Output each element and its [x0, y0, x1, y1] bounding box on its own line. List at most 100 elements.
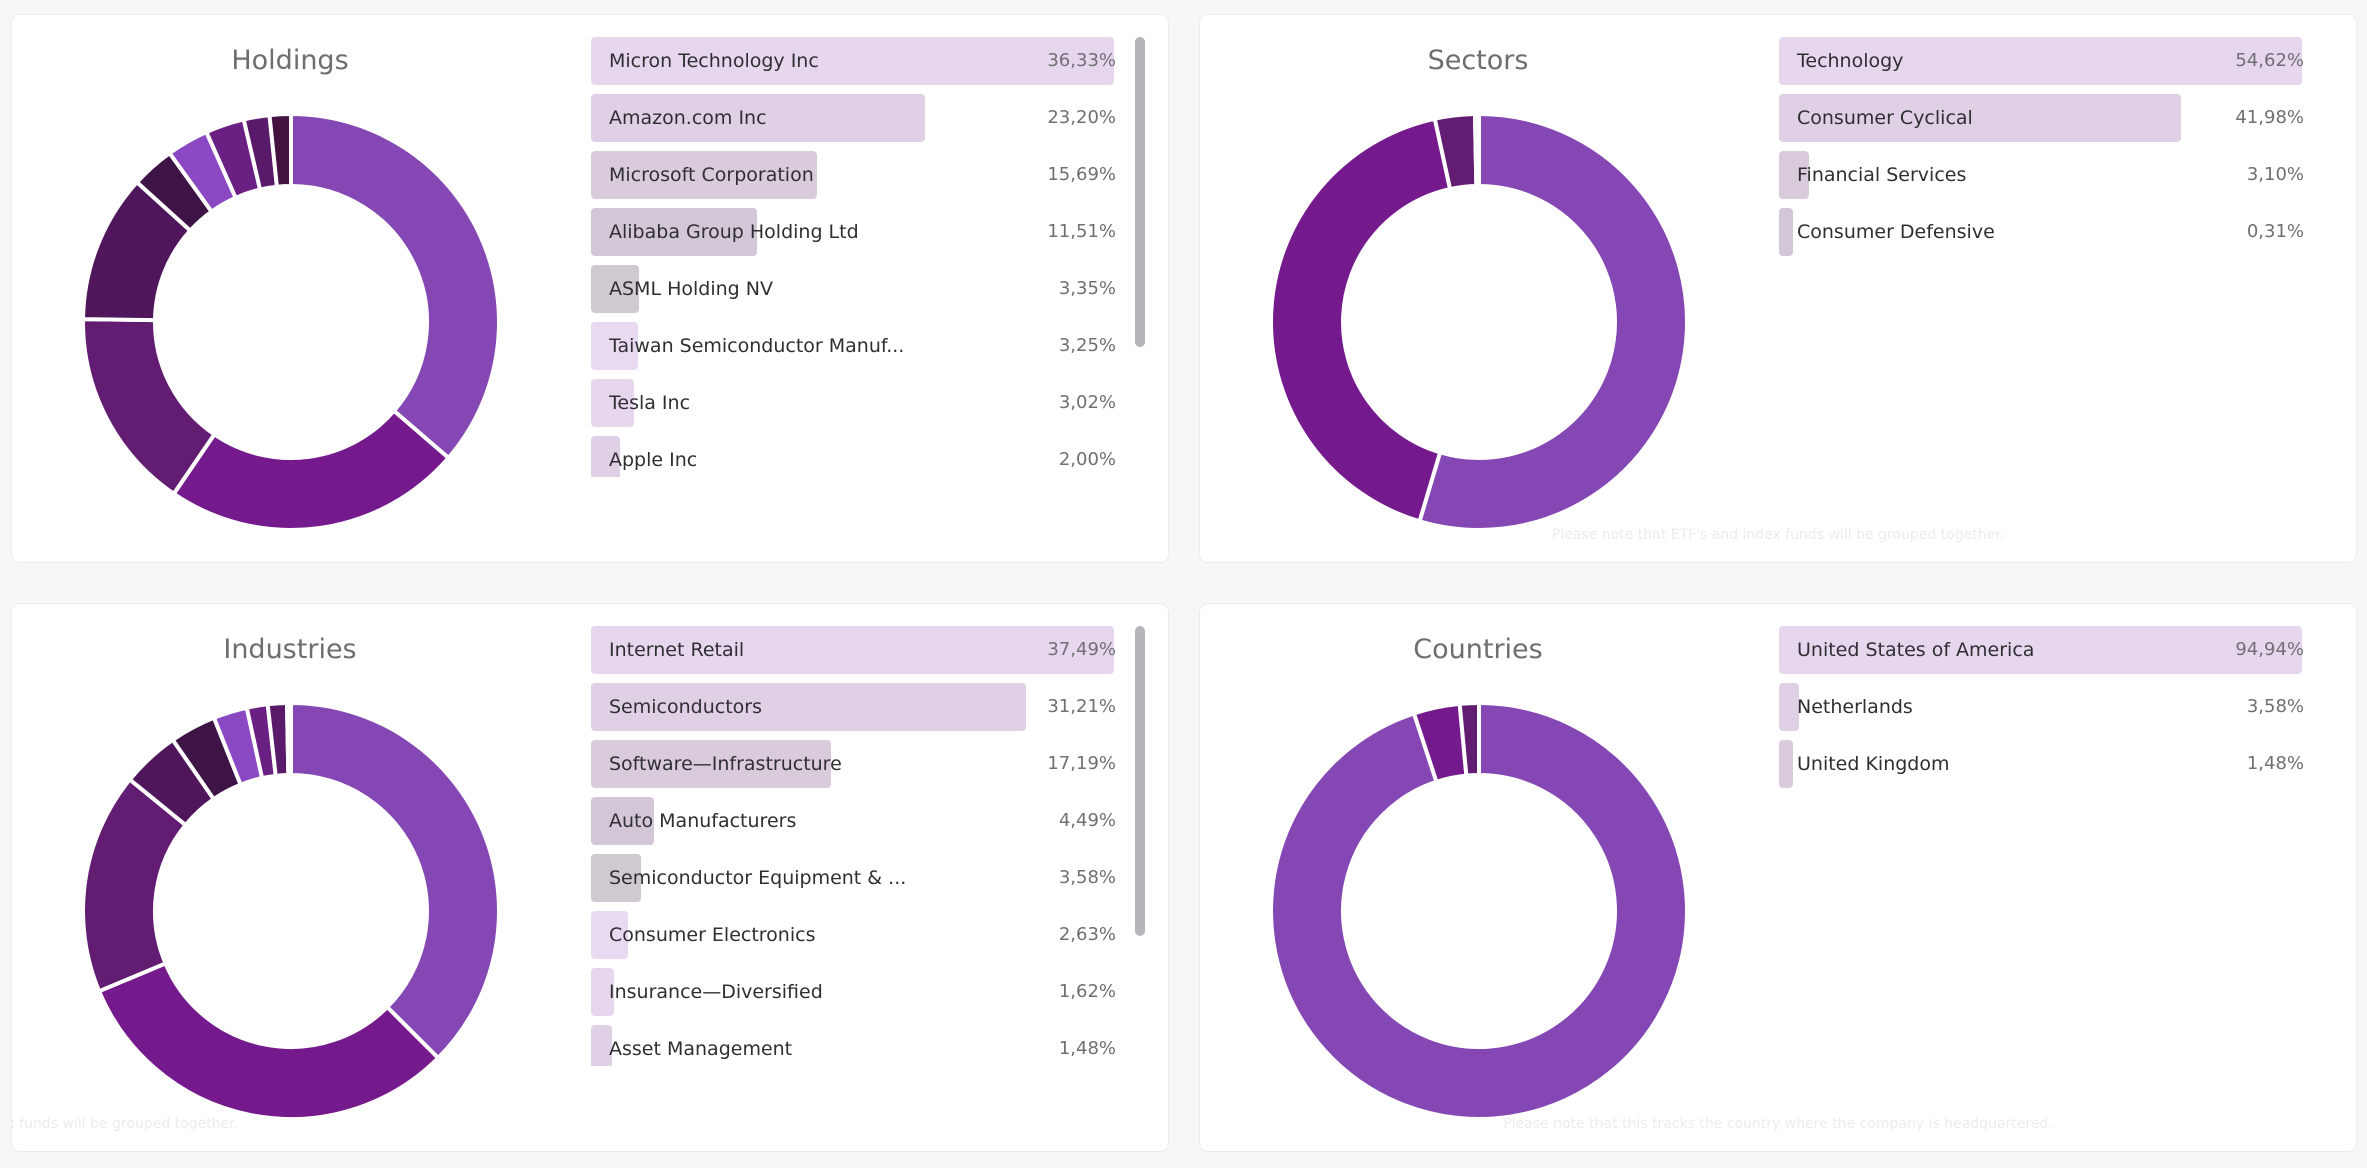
holdings-title: Holdings [231, 45, 349, 76]
industries-share-bar [591, 683, 1027, 731]
holdings-item-value: 2,00% [1058, 449, 1116, 470]
holdings-item-label: Taiwan Semiconductor Manuf... [609, 335, 905, 357]
industries-slice-semiconductors[interactable] [97, 961, 441, 1121]
holdings-item-value: 3,35% [1058, 278, 1116, 299]
holdings-list-item[interactable]: ASML Holding NV 3,35% [591, 265, 1126, 313]
holdings-share-bar [591, 436, 620, 477]
industries-list-item[interactable]: Software—Infrastructure 17,19% [591, 740, 1126, 788]
holdings-item-value: 23,20% [1047, 107, 1116, 128]
industries-list-item[interactable]: Internet Retail 37,49% [591, 626, 1126, 674]
industries-item-value: 4,49% [1058, 810, 1116, 831]
holdings-item-value: 15,69% [1047, 164, 1116, 185]
industries-list-item[interactable]: Semiconductor Equipment & ... 3,58% [591, 854, 1126, 902]
countries-item-label: Netherlands [1797, 696, 1913, 718]
sectors-list-item[interactable]: Consumer Defensive 0,31% [1779, 208, 2314, 256]
sectors-item-value: 0,31% [2246, 221, 2304, 242]
holdings-share-bar [591, 37, 1114, 85]
holdings-list-item[interactable]: Apple Inc 2,00% [591, 436, 1126, 477]
countries-slice-united-kingdom[interactable] [1457, 701, 1481, 778]
sectors-slice-technology[interactable] [1417, 112, 1689, 532]
countries-note: Please note that this tracks the country… [1503, 1116, 2053, 1132]
holdings-slice-other[interactable] [267, 112, 293, 189]
countries-donut-svg [1269, 701, 1689, 1121]
sectors-list-item[interactable]: Consumer Cyclical 41,98% [1779, 94, 2314, 142]
countries-list-item[interactable]: United Kingdom 1,48% [1779, 740, 2314, 788]
industries-slice-internet-retail[interactable] [289, 701, 501, 1060]
holdings-share-bar [591, 151, 817, 199]
holdings-list-item[interactable]: Alibaba Group Holding Ltd 11,51% [591, 208, 1126, 256]
industries-list[interactable]: Internet Retail 37,49% Semiconductors 31,21… [591, 626, 1126, 1066]
holdings-list[interactable]: Micron Technology Inc 36,33% Amazon.com In… [591, 37, 1126, 477]
sectors-item-label: Financial Services [1797, 164, 1967, 186]
holdings-item-label: Microsoft Corporation [609, 164, 814, 186]
countries-item-value: 3,58% [2246, 696, 2304, 717]
holdings-list-item[interactable]: Amazon.com Inc 23,20% [591, 94, 1126, 142]
countries-item-value: 1,48% [2246, 753, 2304, 774]
holdings-donut-svg [81, 112, 501, 532]
holdings-list-item[interactable]: Micron Technology Inc 36,33% [591, 37, 1126, 85]
industries-item-value: 1,48% [1058, 1038, 1116, 1059]
holdings-list-item[interactable]: Microsoft Corporation 15,69% [591, 151, 1126, 199]
industries-item-label: Semiconductors [609, 696, 762, 718]
sectors-donut-svg [1269, 112, 1689, 532]
industries-slice-other[interactable] [284, 701, 293, 778]
sectors-share-bar [1779, 151, 1809, 199]
countries-slice-united-states-of-america[interactable] [1269, 701, 1689, 1121]
industries-share-bar [591, 854, 641, 902]
industries-item-label: Auto Manufacturers [609, 810, 797, 832]
industries-item-label: Semiconductor Equipment & ... [609, 867, 907, 889]
industries-item-value: 2,63% [1058, 924, 1116, 945]
industries-list-item[interactable]: Consumer Electronics 2,63% [591, 911, 1126, 959]
sectors-item-label: Technology [1797, 50, 1904, 72]
countries-list-item[interactable]: United States of America 94,94% [1779, 626, 2314, 674]
sectors-list: Technology 54,62% Consumer Cyclical 41,98% F… [1779, 37, 2314, 477]
industries-item-label: Insurance—Diversified [609, 981, 823, 1003]
sectors-panel: Sectors Technology 54,62% Consumer Cyclica… [1199, 14, 2357, 563]
industries-share-bar [591, 911, 628, 959]
industries-list-item[interactable]: Insurance—Diversified 1,62% [591, 968, 1126, 1016]
sectors-list-item[interactable]: Financial Services 3,10% [1779, 151, 2314, 199]
sectors-donut-chart [1269, 112, 1689, 532]
holdings-scrollbar[interactable] [1135, 37, 1145, 347]
sectors-item-label: Consumer Cyclical [1797, 107, 1973, 129]
sectors-note: Please note that ETF's and index funds w… [1551, 527, 2005, 543]
industries-item-label: Consumer Electronics [609, 924, 816, 946]
countries-share-bar [1779, 683, 1799, 731]
holdings-item-label: Amazon.com Inc [609, 107, 767, 129]
sectors-slice-consumer-cyclical[interactable] [1269, 116, 1453, 524]
holdings-share-bar [591, 322, 638, 370]
industries-share-bar [591, 797, 654, 845]
industries-list-item[interactable]: Asset Management 1,48% [591, 1025, 1126, 1066]
countries-donut-chart [1269, 701, 1689, 1121]
industries-item-value: 31,21% [1047, 696, 1116, 717]
holdings-item-value: 3,02% [1058, 392, 1116, 413]
holdings-list-item[interactable]: Taiwan Semiconductor Manuf... 3,25% [591, 322, 1126, 370]
industries-list-item[interactable]: Auto Manufacturers 4,49% [591, 797, 1126, 845]
sectors-slice-consumer-defensive[interactable] [1472, 112, 1481, 189]
holdings-item-value: 3,25% [1058, 335, 1116, 356]
holdings-panel: Holdings Micron Technology Inc 36,33% Amaz… [11, 14, 1169, 563]
sectors-list-item[interactable]: Technology 54,62% [1779, 37, 2314, 85]
industries-item-value: 1,62% [1058, 981, 1116, 1002]
industries-scrollbar[interactable] [1135, 626, 1145, 936]
industries-item-label: Asset Management [609, 1038, 793, 1060]
industries-list-item[interactable]: Semiconductors 31,21% [591, 683, 1126, 731]
countries-list-item[interactable]: Netherlands 3,58% [1779, 683, 2314, 731]
holdings-item-value: 36,33% [1047, 50, 1116, 71]
holdings-slice-amazon-com-inc[interactable] [171, 408, 451, 532]
holdings-list-item[interactable]: Tesla Inc 3,02% [591, 379, 1126, 427]
holdings-item-label: Apple Inc [609, 449, 698, 471]
countries-share-bar [1779, 626, 2302, 674]
industries-panel: Industries Internet Retail 37,49% Semicond… [11, 603, 1169, 1152]
holdings-item-label: ASML Holding NV [609, 278, 773, 300]
industries-item-value: 37,49% [1047, 639, 1116, 660]
holdings-donut-chart [81, 112, 501, 532]
industries-item-label: Internet Retail [609, 639, 745, 661]
holdings-share-bar [591, 94, 925, 142]
countries-title: Countries [1413, 634, 1543, 665]
sectors-share-bar [1779, 94, 2181, 142]
industries-item-value: 17,19% [1047, 753, 1116, 774]
industries-share-bar [591, 1025, 612, 1066]
holdings-slice-micron-technology-inc[interactable] [289, 112, 501, 460]
countries-item-label: United States of America [1797, 639, 2035, 661]
